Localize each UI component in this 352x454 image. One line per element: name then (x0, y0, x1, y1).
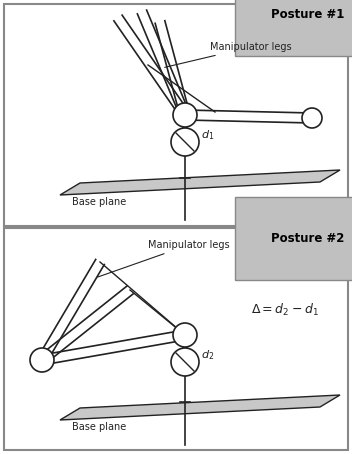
Text: Posture #2: Posture #2 (271, 232, 344, 245)
Circle shape (302, 108, 322, 128)
Text: Base plane: Base plane (72, 197, 126, 207)
Text: $\Delta = d_2 - d_1$: $\Delta = d_2 - d_1$ (251, 302, 319, 318)
Circle shape (171, 348, 199, 376)
Circle shape (30, 348, 54, 372)
Circle shape (173, 103, 197, 127)
Polygon shape (60, 395, 340, 420)
Text: Base plane: Base plane (72, 422, 126, 432)
Text: $d_1$: $d_1$ (201, 128, 214, 142)
Circle shape (173, 323, 197, 347)
Text: Posture #1: Posture #1 (271, 8, 344, 21)
Polygon shape (60, 170, 340, 195)
Text: $d_2$: $d_2$ (201, 348, 214, 362)
Text: Manipulator legs: Manipulator legs (165, 42, 291, 67)
Bar (4, 228, 348, 450)
Bar (4, 4, 348, 226)
Text: Manipulator legs: Manipulator legs (98, 240, 230, 277)
Circle shape (171, 128, 199, 156)
